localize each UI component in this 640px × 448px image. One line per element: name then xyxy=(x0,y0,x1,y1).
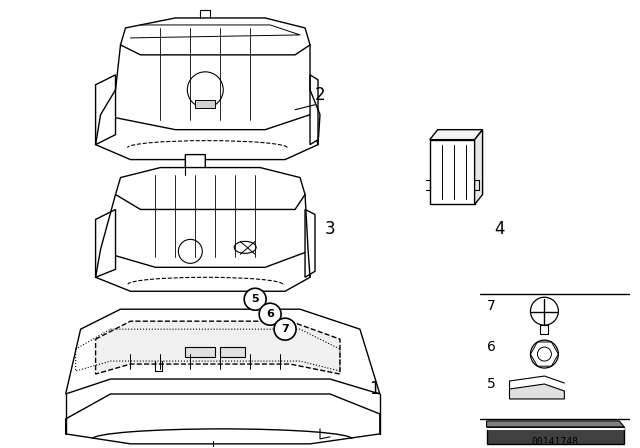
Polygon shape xyxy=(509,384,564,399)
Polygon shape xyxy=(429,129,483,140)
Circle shape xyxy=(259,303,281,325)
Text: 7: 7 xyxy=(281,324,289,334)
Polygon shape xyxy=(475,129,483,204)
Polygon shape xyxy=(305,210,315,277)
Polygon shape xyxy=(220,347,245,357)
Text: 6: 6 xyxy=(487,340,496,354)
Polygon shape xyxy=(95,75,116,145)
Polygon shape xyxy=(66,309,380,394)
Circle shape xyxy=(274,318,296,340)
Polygon shape xyxy=(486,421,624,427)
Text: 7: 7 xyxy=(487,299,496,313)
Text: 00141748: 00141748 xyxy=(531,437,578,447)
Polygon shape xyxy=(95,321,340,374)
Polygon shape xyxy=(116,168,305,210)
Polygon shape xyxy=(429,140,475,204)
Text: 5: 5 xyxy=(487,377,496,391)
Text: 2: 2 xyxy=(315,86,325,104)
Polygon shape xyxy=(66,394,380,444)
Polygon shape xyxy=(195,100,215,108)
Polygon shape xyxy=(486,427,624,444)
Polygon shape xyxy=(310,75,318,145)
Circle shape xyxy=(531,297,558,325)
Polygon shape xyxy=(95,251,310,291)
Text: 4: 4 xyxy=(494,220,505,238)
Polygon shape xyxy=(186,347,215,357)
Text: 5: 5 xyxy=(252,294,259,304)
Circle shape xyxy=(531,340,558,368)
Circle shape xyxy=(244,288,266,310)
Polygon shape xyxy=(120,18,310,55)
Text: 1: 1 xyxy=(369,380,380,398)
Polygon shape xyxy=(95,210,116,277)
Text: 6: 6 xyxy=(266,309,274,319)
Text: 3: 3 xyxy=(324,220,335,238)
Polygon shape xyxy=(95,115,318,159)
Polygon shape xyxy=(186,155,205,177)
